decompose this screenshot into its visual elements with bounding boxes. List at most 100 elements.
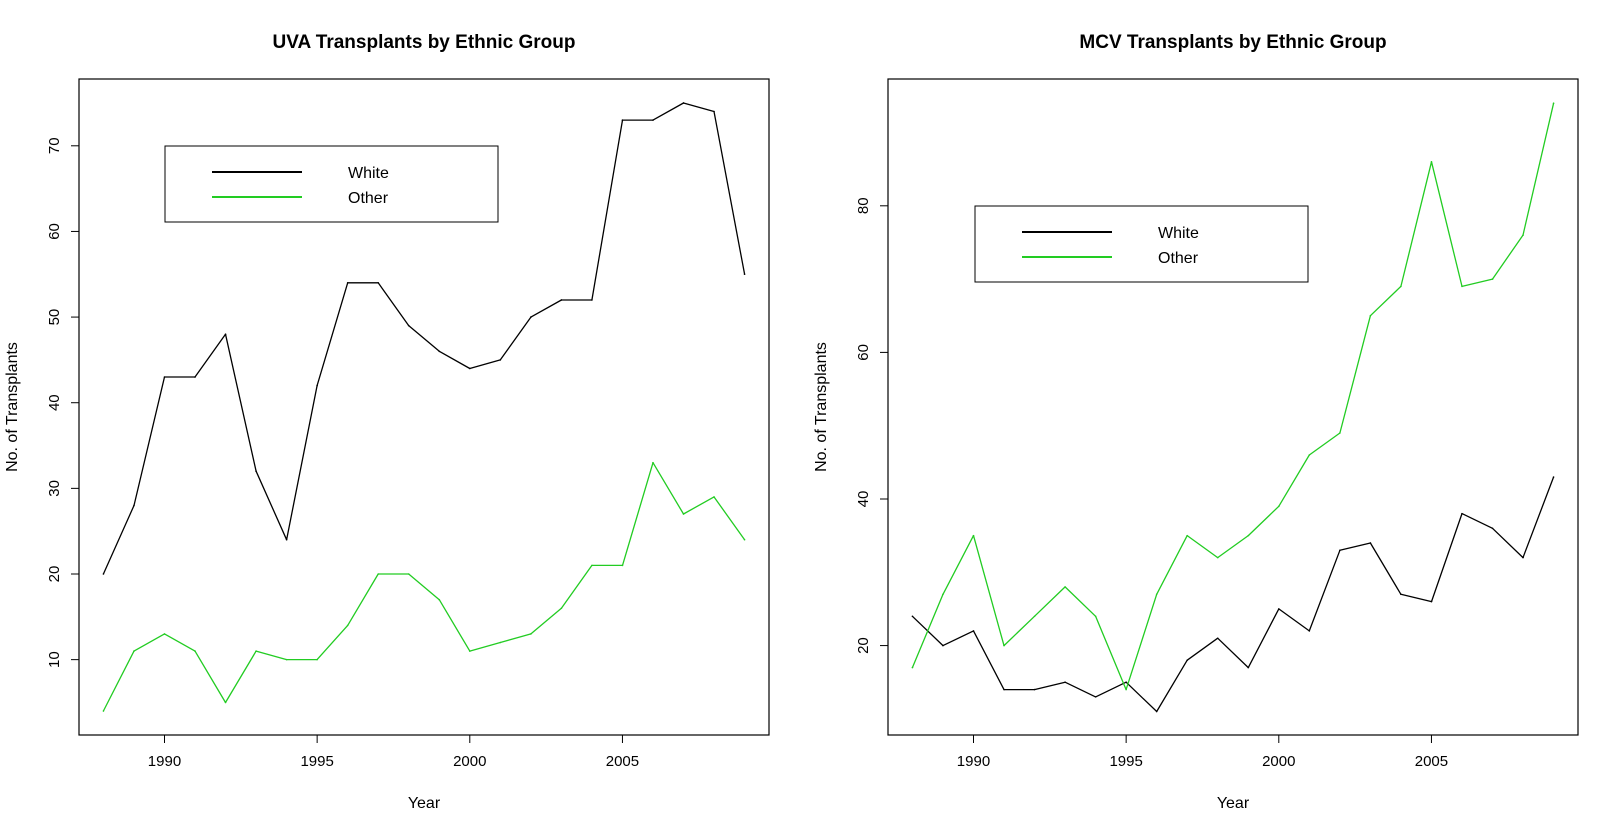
uva-series-other-point [163,633,166,635]
mcv-series-white-point [1522,556,1524,559]
mcv-series-white-point [1400,593,1402,596]
uva-series-other-point [133,650,135,652]
uva-series-white-point [255,470,257,473]
mcv-series-other-point [1125,688,1127,691]
mcv-series-white-point [1552,476,1555,478]
uva-y-tick-label: 30 [46,480,63,497]
mcv-y-tick-label: 80 [855,197,872,214]
mcv-series-white-point [1064,681,1066,684]
mcv-series-other-point [1339,432,1341,434]
uva-series-white-point [652,119,654,121]
uva-series-white-line [102,102,746,575]
mcv-series-white-point [1247,666,1250,669]
mcv-series-white-point [1461,512,1463,515]
mcv-series-other-point [1552,102,1555,104]
mcv-series-white-point [1491,527,1494,530]
uva-series-other-point [285,658,288,661]
mcv-y-tick-label: 40 [855,491,872,508]
uva-x-axis-label: Year [408,795,441,812]
uva-series-white-point [407,324,410,327]
uva-x-tick-label: 1990 [148,753,181,770]
uva-series-white-point [316,384,318,387]
uva-series-white-point [621,119,624,121]
mcv-series-other-point [1003,644,1005,647]
uva-series-white-point [163,376,166,378]
mcv-y-axis-label: No. of Transplants [813,342,830,472]
uva-series-other-point [438,598,441,601]
uva-series-white-point [591,299,593,301]
mcv-series-other-point [942,593,944,596]
uva-x-tick-label: 2005 [606,753,639,770]
mcv-series-other-point [1308,454,1311,456]
mcv-y-tick-label: 60 [855,344,872,361]
uva-series-other-line [102,462,746,712]
uva-series-white-point [102,573,105,575]
uva-series-white-point [530,316,532,318]
mcv-legend: White Other [974,205,1309,283]
uva-series-white-point [468,367,471,370]
uva-series-white-point [499,359,502,361]
uva-series-white-point [377,282,380,284]
mcv-x-axis-label: Year [1217,795,1250,812]
mcv-series-other-point [1186,534,1189,537]
uva-y-tick-label: 60 [46,223,63,240]
mcv-y-tick-label: 20 [855,637,872,654]
mcv-series-white-point [1430,600,1433,603]
mcv-series-other-point [1155,593,1158,596]
mcv-chart-title: MCV Transplants by Ethnic Group [1079,32,1386,53]
mcv-series-white-point [1125,681,1127,684]
mcv-series-other-point [1491,278,1494,280]
uva-series-other-point [591,564,593,567]
uva-legend-box [164,145,499,223]
mcv-series-white-point [972,630,975,632]
uva-y-tick-label: 50 [46,309,63,326]
uva-series-white-point [743,273,746,276]
mcv-series-other-point [1400,285,1402,288]
uva-y-axis-label: No. of Transplants [4,342,21,472]
uva-series-white-point [560,299,563,301]
uva-series-white-point [224,333,227,336]
mcv-series-white-point [1277,608,1280,610]
uva-y-tick-label: 70 [46,137,63,154]
uva-y-tick-label: 20 [46,566,63,583]
mcv-series-white-point [1308,630,1311,632]
uva-x-tick-label: 2000 [453,753,486,770]
uva-series-other-point [652,461,654,464]
mcv-plot-frame [887,78,1579,736]
uva-series-white-point [133,504,135,507]
mcv-series-other-point [911,666,914,669]
uva-legend-label-white: White [348,165,389,182]
uva-series-white-point [285,538,288,541]
mcv-series-other-point [1277,505,1280,508]
mcv-legend-box [974,205,1309,283]
uva-y-tick-label: 40 [46,394,63,411]
mcv-series-other-line [911,103,1555,691]
uva-series-other-point [102,710,105,712]
mcv-series-white-point [1003,688,1005,691]
mcv-series-white-point [942,644,944,647]
mcv-series-other-point [1430,161,1433,163]
mcv-x-tick-label: 2000 [1262,753,1295,770]
uva-series-other-point [743,538,746,541]
mcv-legend-label-white: White [1158,225,1199,242]
uva-series-other-point [682,513,685,515]
uva-chart-title: UVA Transplants by Ethnic Group [273,32,576,53]
uva-chart-panel: UVA Transplants by Ethnic Group 1990 1995 2… [4,32,770,812]
mcv-series-other-point [1064,586,1066,588]
uva-plot-frame [78,78,770,736]
mcv-series-other-point [972,534,975,537]
mcv-series-other-point [1522,234,1524,236]
uva-series-other-point [346,624,349,627]
uva-legend: White Other [164,145,499,223]
mcv-series-white-point [1216,637,1219,640]
mcv-series-other-point [1216,556,1219,559]
uva-series-white-point [438,350,441,353]
uva-series-other-point [224,701,227,704]
mcv-series-other-point [1369,314,1372,317]
mcv-series-white-point [1369,542,1372,544]
mcv-x-tick-label: 1995 [1109,753,1142,770]
uva-series-other-point [621,564,624,567]
uva-series-white-point [194,376,196,378]
